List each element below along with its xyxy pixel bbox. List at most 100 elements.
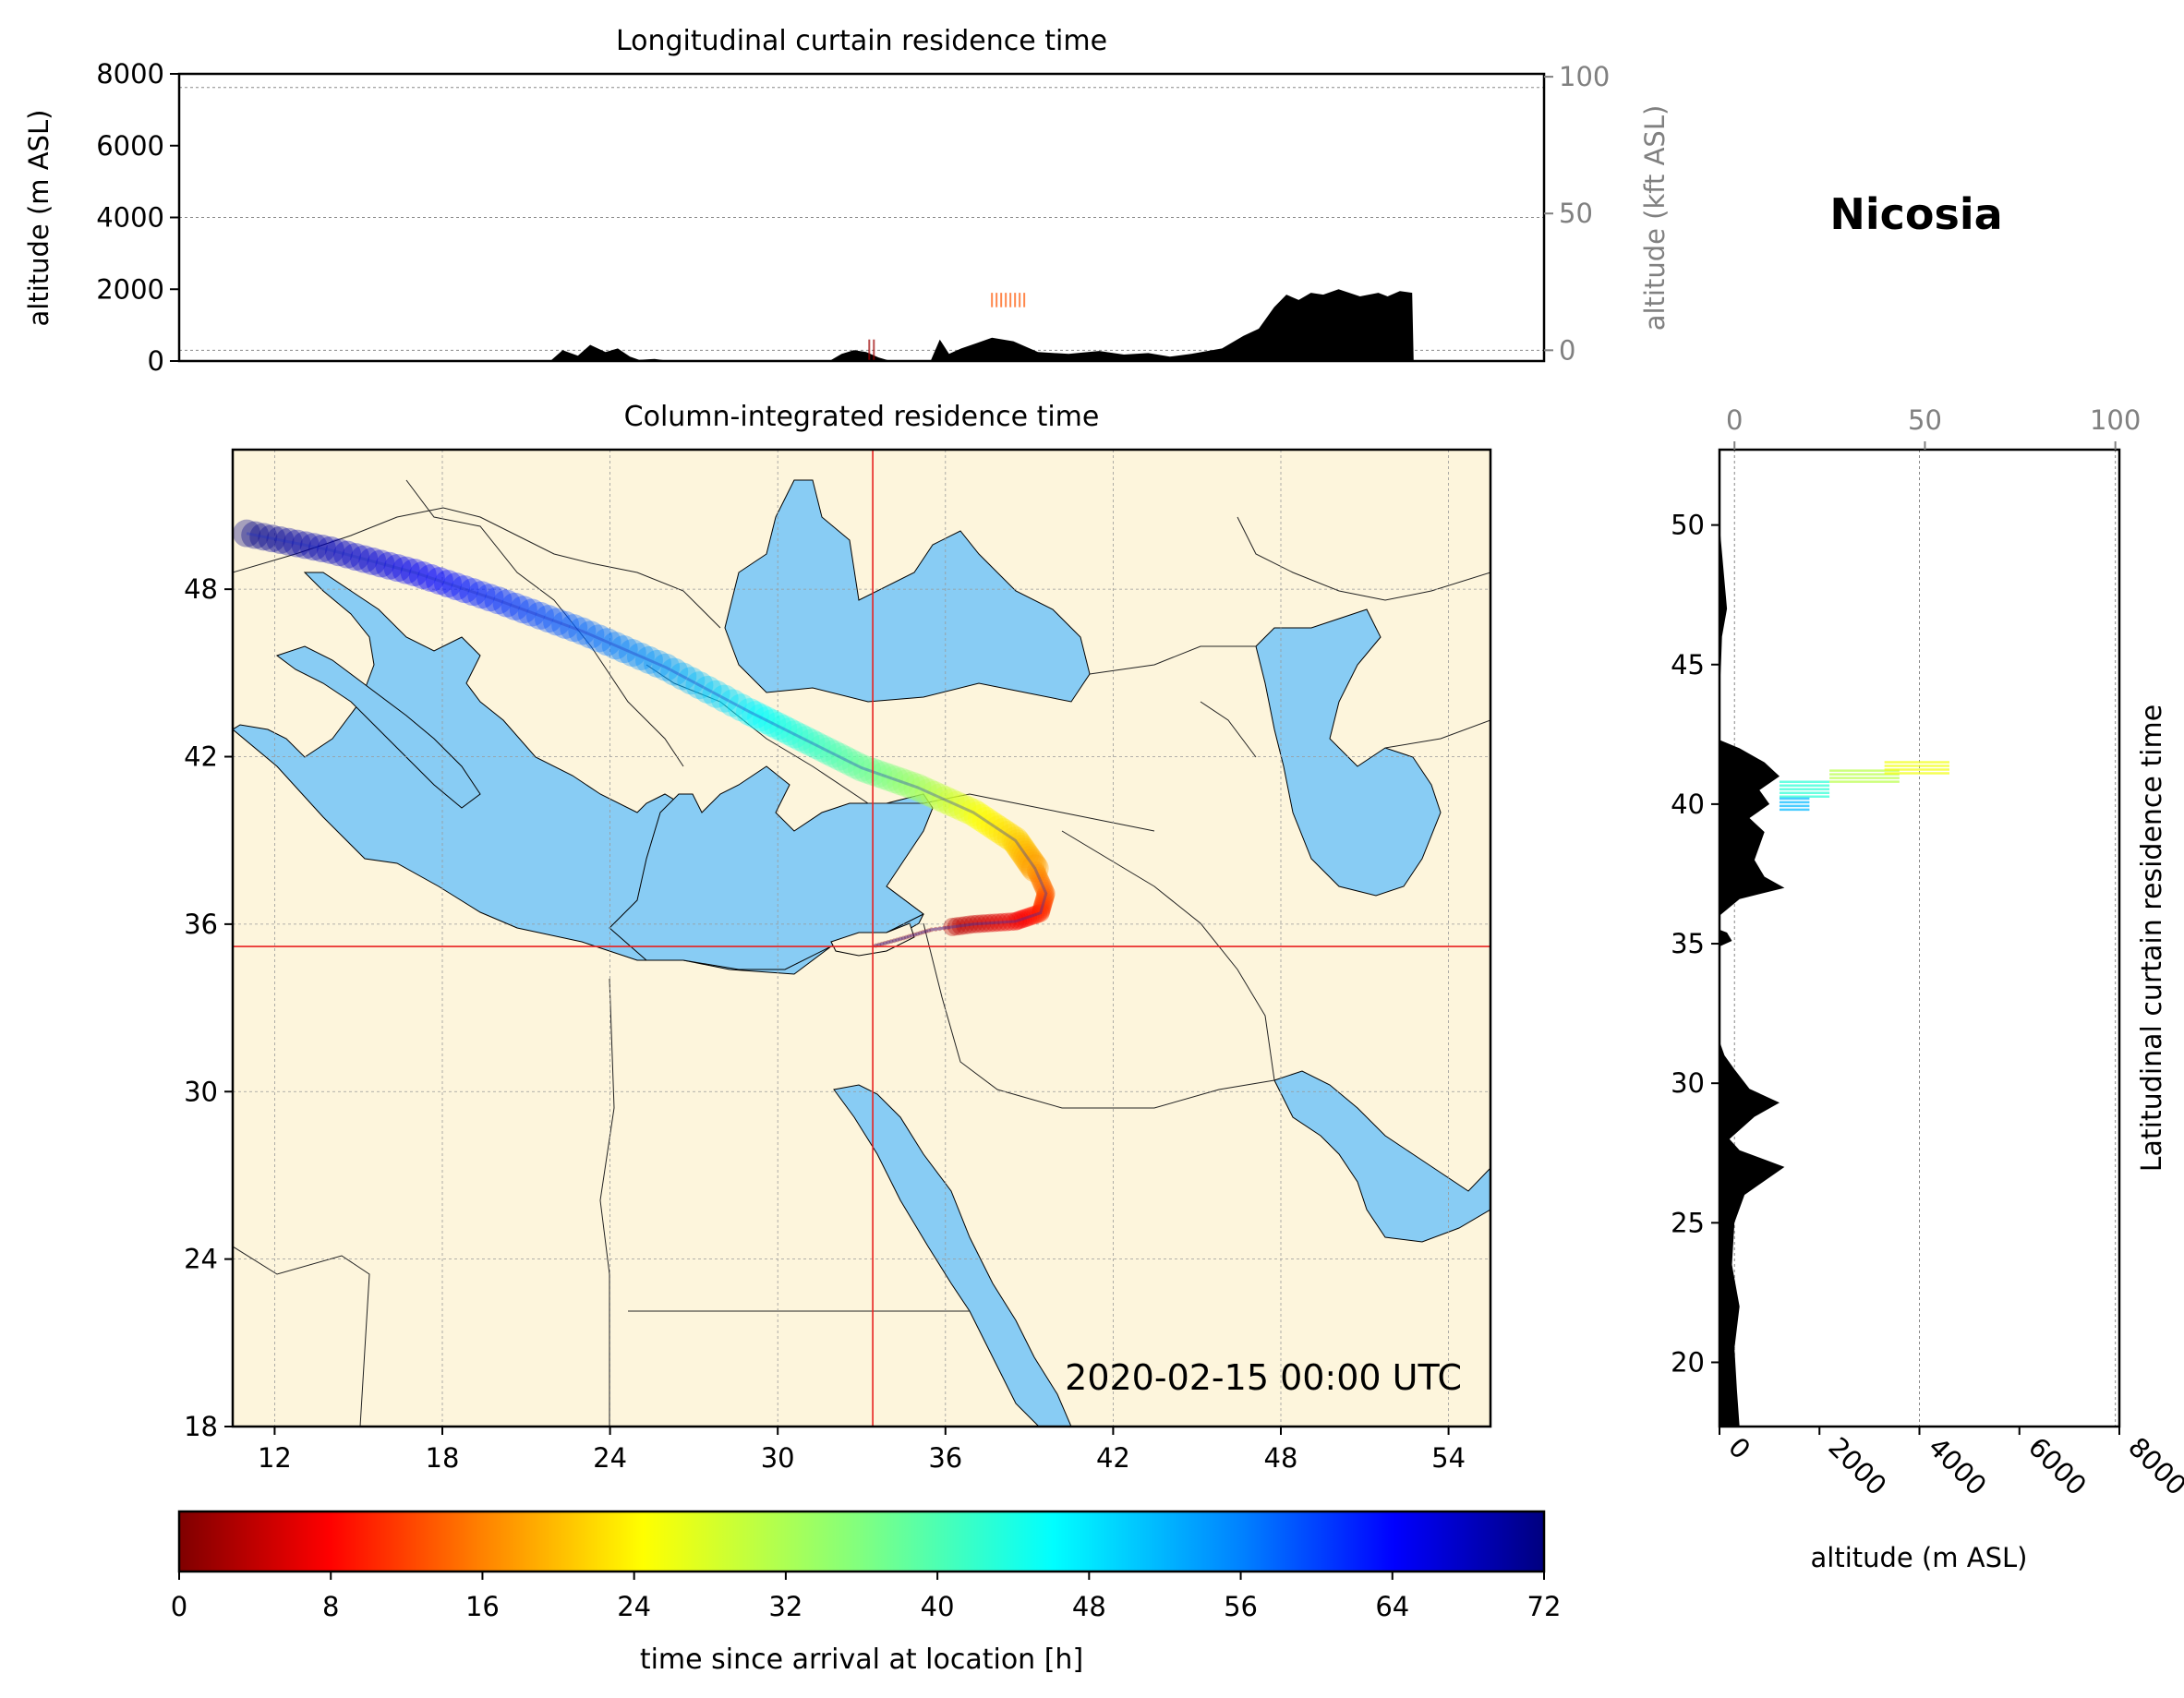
trajectory-plume [968, 804, 996, 833]
trajectory-plume [909, 776, 937, 804]
trajectory-plume [644, 649, 672, 678]
trajectory-plume [727, 693, 755, 722]
trajectory-plume [233, 519, 261, 548]
map-x-tick-label: 12 [258, 1442, 292, 1474]
trajectory-plume [1033, 896, 1053, 915]
trajectory-plume [900, 935, 906, 941]
trajectory-plume [993, 821, 1021, 849]
trajectory-plume [1032, 901, 1051, 921]
colorbar-tick-label: 24 [617, 1591, 651, 1622]
trajectory-plume [1005, 832, 1033, 861]
trajectory-plume [1019, 908, 1038, 927]
trajectory-plume [802, 731, 831, 760]
trajectory-plume [1003, 829, 1032, 858]
longitudinal-y-tick-label: 6000 [96, 130, 164, 162]
trajectory-plume [988, 818, 1017, 847]
trajectory-plume [241, 521, 270, 549]
trajectory-plume [1028, 863, 1047, 883]
trajectory-plume [626, 642, 655, 670]
timestamp-label: 2020-02-15 00:00 UTC [1065, 1357, 1462, 1398]
trajectory-plume [1013, 843, 1042, 872]
latitudinal-residence-patches [1779, 761, 1949, 812]
trajectory-plume [895, 937, 900, 943]
latitudinal-y-tick-label: 30 [1671, 1067, 1705, 1099]
map-frame [231, 448, 1492, 1428]
latitudinal-x-ticks: 0 2000 4000 6000 8000 [1719, 1427, 2184, 1501]
caspian-sea [1255, 608, 1442, 897]
trajectory-plume [879, 941, 885, 946]
trajectory-plume [408, 561, 437, 590]
trajectory-plume [976, 810, 1005, 838]
trajectory-plume [984, 815, 1013, 844]
map-y-tick-label: 36 [184, 909, 218, 940]
trajectory-plume [764, 712, 792, 741]
latitudinal-top-x-ticks: 0 50 100 [1726, 404, 2141, 450]
trajectory-plume [954, 796, 983, 825]
trajectory-plume [325, 538, 354, 567]
trajectory-plume [400, 559, 428, 587]
location-title: Nicosia [1829, 189, 2002, 239]
persian-gulf [1273, 1070, 1490, 1243]
trajectory-plume [942, 790, 971, 819]
latitudinal-y-tick-label: 35 [1671, 928, 1705, 959]
trajectory-plume [780, 720, 809, 749]
latitudinal-curtain-panel: 0 2000 4000 6000 8000 0 50 100 20253035404550 … [1671, 404, 2184, 1573]
trajectory-plume [830, 745, 859, 774]
longitudinal-residence-patches [868, 293, 1026, 361]
trajectory-plume [1019, 851, 1047, 880]
latitudinal-terrain-area [1719, 450, 1785, 1427]
trajectory-plume [814, 737, 842, 765]
longitudinal-right-y-tick-label: 0 [1559, 334, 1575, 366]
latitudinal-x-tick-label: 4000 [1923, 1431, 1993, 1501]
trajectory-plume [383, 554, 412, 583]
trajectory-plume [882, 940, 887, 945]
trajectory-plume [887, 767, 915, 796]
map-y-tick-label: 18 [184, 1411, 218, 1442]
latitudinal-curtain-title: Latitudinal curtain residence time [2136, 704, 2168, 1172]
trajectory-plume [753, 706, 781, 735]
trajectory-plume [909, 933, 914, 938]
latitudinal-x-tick-label: 0 [1722, 1431, 1756, 1465]
trajectory-plume [1017, 849, 1045, 877]
trajectory-plume [1030, 869, 1049, 888]
colorbar-label: time since arrival at location [h] [640, 1644, 1083, 1676]
trajectory-plume [836, 748, 864, 777]
trajectory-plume [425, 567, 453, 596]
longitudinal-right-y-tick-label: 100 [1559, 61, 1610, 92]
trajectory-plume [735, 698, 764, 727]
trajectory-plume [891, 938, 897, 944]
trajectory-plume [920, 780, 948, 809]
trajectory-plume [989, 913, 1008, 933]
trajectory-plume [442, 572, 471, 601]
trajectory-plume [918, 931, 923, 936]
colorbar: 0 8 16 24 32 40 48 56 64 72 time since arrival at… [171, 1510, 1561, 1676]
trajectory-plume [864, 759, 893, 788]
trajectory-plume [509, 596, 537, 624]
trajectory-plume [1036, 884, 1056, 903]
trajectory-plume [1036, 885, 1056, 905]
latitudinal-y-tick-label: 50 [1671, 510, 1705, 541]
trajectory-plume [342, 543, 370, 572]
trajectory-plume [1034, 879, 1054, 898]
trajectory-plume [1016, 909, 1035, 928]
trajectory-plume [946, 925, 951, 931]
longitudinal-y-ticks: 0 2000 4000 6000 8000 [96, 58, 179, 377]
map-x-tick-label: 54 [1431, 1442, 1466, 1474]
trajectory-plume [1010, 910, 1030, 930]
latitudinal-x-tick-label: 8000 [2122, 1431, 2184, 1501]
map-x-tick-label: 42 [1096, 1442, 1130, 1474]
trajectory-plume [898, 771, 926, 800]
map-x-ticks: 12 18 24 30 36 42 48 54 [258, 1427, 1466, 1474]
red-sea [833, 1084, 1072, 1427]
trajectory-plume [543, 608, 572, 636]
trajectory-plume [601, 632, 630, 660]
trajectory-plume [585, 624, 613, 653]
trajectory-plume [929, 927, 935, 933]
trajectory-plume [551, 610, 580, 639]
latitudinal-x-tick-label: 2000 [1822, 1431, 1892, 1501]
trajectory-plume [936, 789, 965, 817]
map-y-ticks: 18 24 30 36 42 48 [184, 573, 233, 1442]
trajectory-plume [525, 601, 554, 630]
trajectory-plume [976, 913, 995, 933]
latitudinal-y-tick-label: 40 [1671, 789, 1705, 820]
